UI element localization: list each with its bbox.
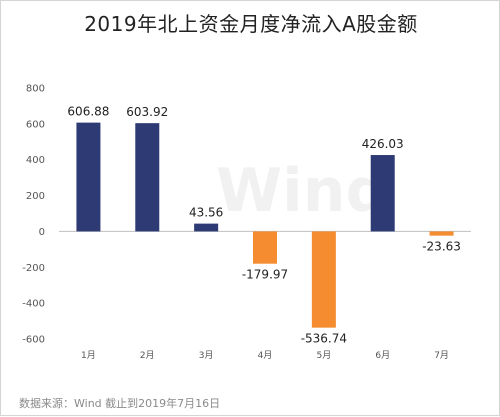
- y-tick-label: -400: [22, 299, 45, 310]
- data-label: -23.63: [422, 240, 461, 254]
- data-label: 606.88: [67, 105, 109, 119]
- bar: [311, 231, 336, 328]
- x-tick-label: 1月: [81, 350, 96, 361]
- y-tick-label: 600: [26, 119, 45, 130]
- data-label: 426.03: [362, 137, 404, 151]
- y-tick-label: 200: [26, 191, 45, 202]
- y-tick-label: 400: [26, 155, 45, 166]
- bar: [194, 223, 219, 232]
- x-tick-label: 2月: [140, 350, 155, 361]
- y-tick-label: 0: [39, 227, 45, 238]
- chart-title: 2019年北上资金月度净流入A股金额: [84, 12, 418, 36]
- x-tick-label: 6月: [375, 350, 390, 361]
- bar: [76, 122, 101, 232]
- y-tick-label: 800: [26, 84, 45, 95]
- source-note: 数据来源：Wind 截止到2019年7月16日: [19, 397, 221, 410]
- x-tick-label: 5月: [316, 350, 331, 361]
- bar: [370, 155, 395, 232]
- bar: [429, 231, 454, 236]
- bars: [76, 122, 454, 328]
- data-label: -536.74: [301, 332, 347, 346]
- bar: [135, 123, 160, 232]
- data-label: -179.97: [242, 268, 288, 282]
- bar: [253, 231, 277, 264]
- data-label: 43.56: [189, 206, 223, 220]
- y-tick-label: -600: [22, 335, 45, 346]
- x-tick-label: 7月: [434, 350, 449, 361]
- y-tick-label: -200: [22, 263, 45, 274]
- data-label: 603.92: [126, 105, 168, 119]
- watermark: Wind: [216, 156, 388, 226]
- x-tick-label: 3月: [199, 350, 214, 361]
- x-tick-label: 4月: [258, 350, 273, 361]
- data-labels: 606.88 603.92 43.56 -179.97 -536.74 426.03 -23…: [67, 105, 460, 346]
